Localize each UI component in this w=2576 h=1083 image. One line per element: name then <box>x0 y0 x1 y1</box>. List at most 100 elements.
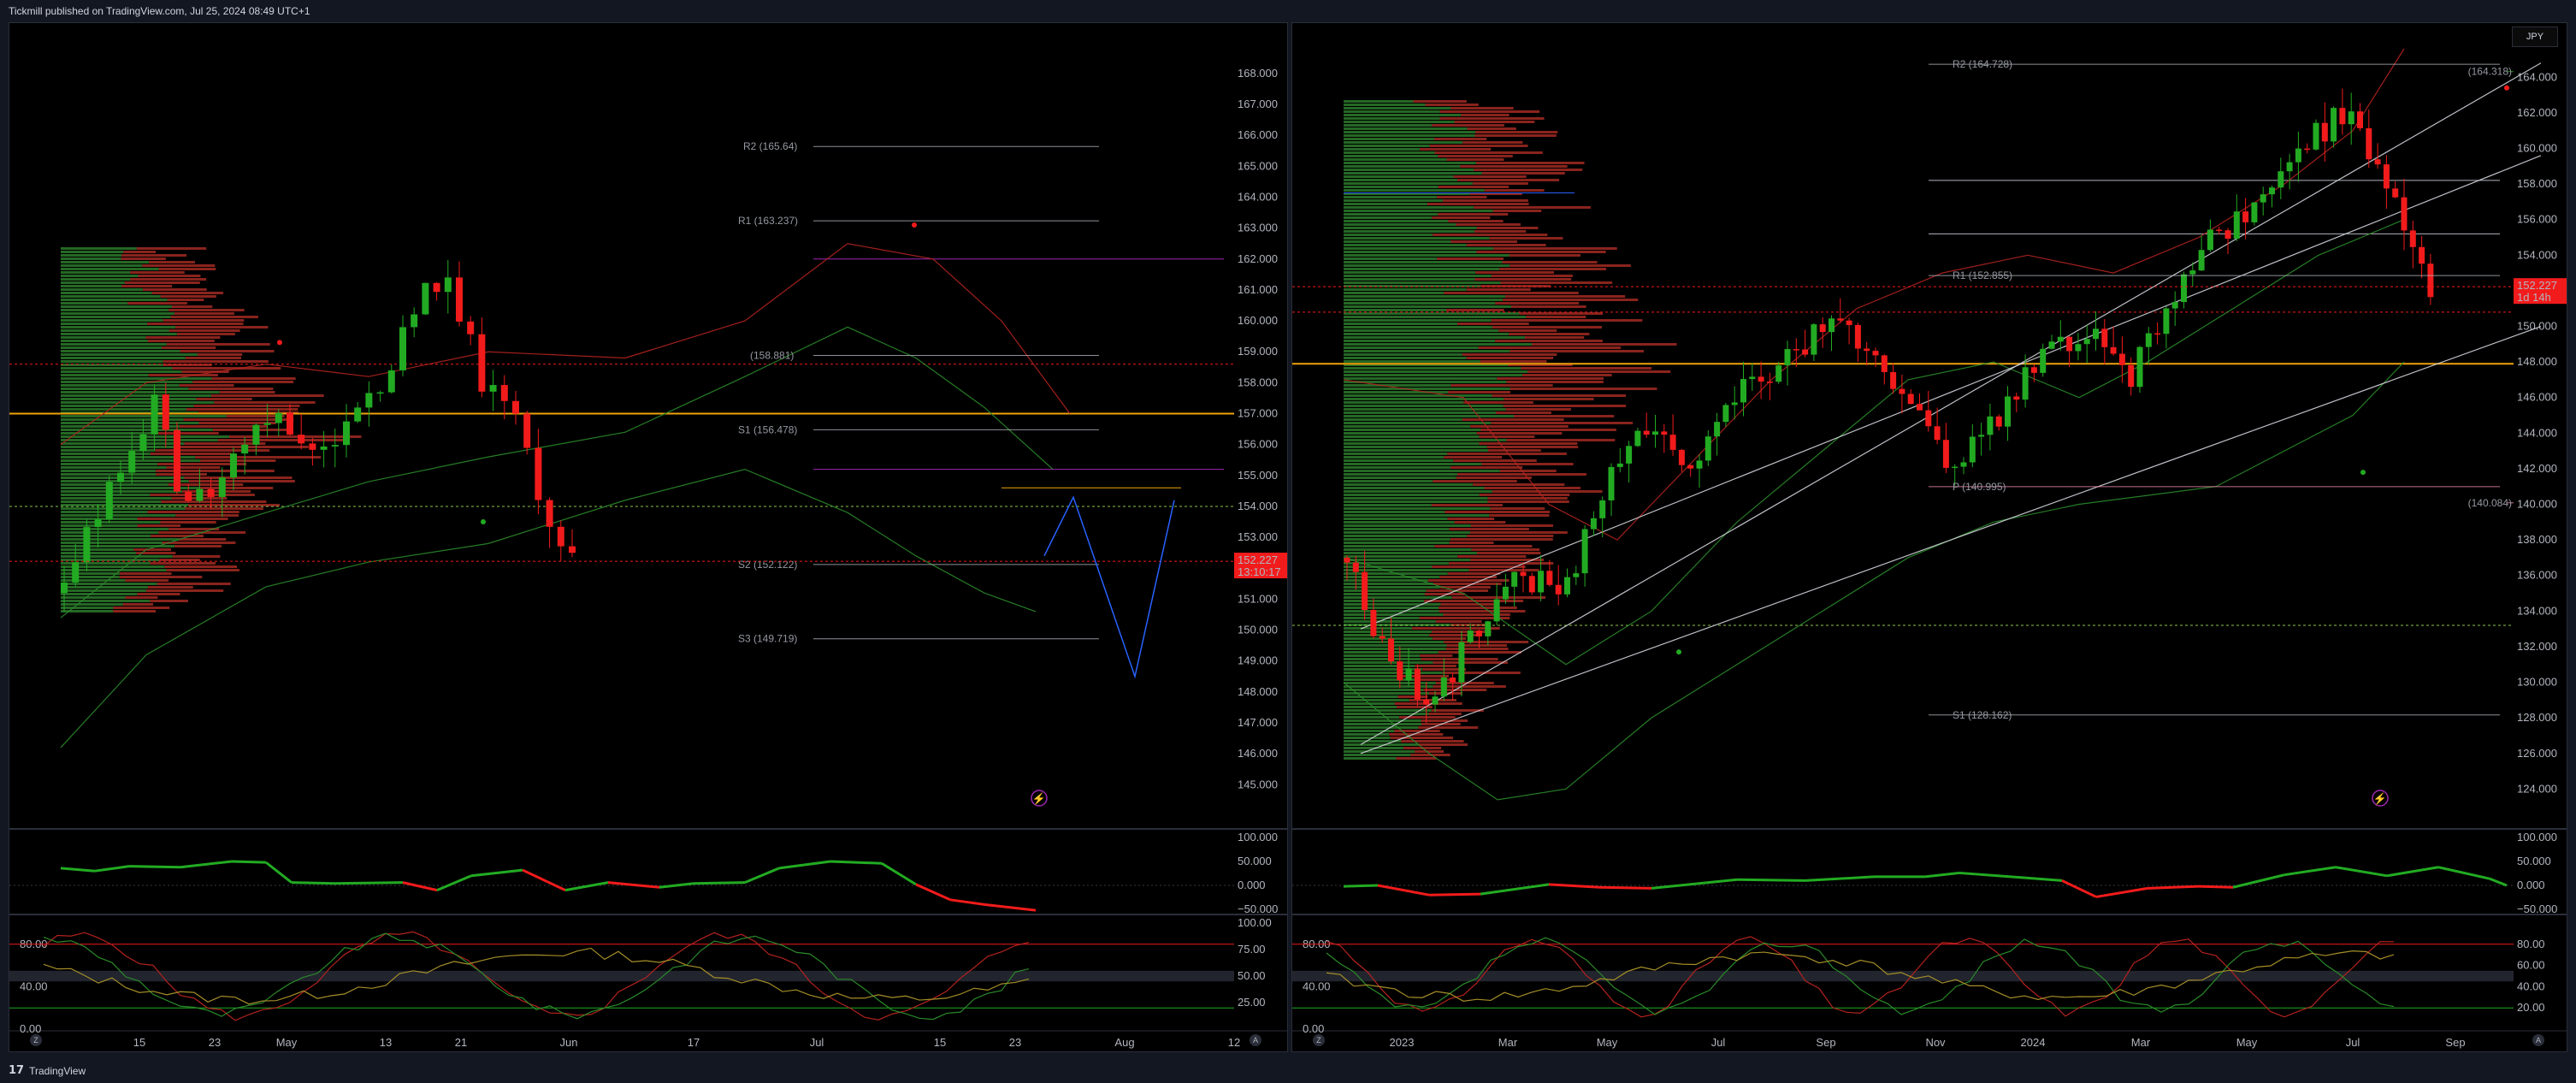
volume-profile-bar-buy <box>61 562 151 565</box>
tradingview-brand[interactable]: 17 TradingView <box>9 1064 86 1077</box>
volume-profile-bar-sell <box>136 552 176 554</box>
candle-body <box>1423 699 1430 705</box>
volume-profile-bar-buy <box>1344 719 1421 722</box>
volume-profile-bar-buy <box>1344 415 1514 417</box>
volume-profile-bar-buy <box>1344 388 1510 390</box>
volume-profile-bar-sell <box>1484 487 1580 489</box>
candle-body <box>174 429 180 492</box>
chart-panel-left[interactable]: 168.000 167.000 166.000 165.000 164.000 163.0… <box>9 22 1288 1052</box>
envelope-lower <box>1343 361 2405 801</box>
time-axis-tick: 15 <box>133 1036 145 1049</box>
pivot-label: R1 (163.237) <box>738 215 798 227</box>
volume-profile-bar-buy <box>61 586 148 589</box>
volume-profile-bar-sell <box>1450 538 1553 541</box>
auto-scale-button-left[interactable]: A <box>1250 1034 1261 1046</box>
volume-profile-bar-buy <box>1344 449 1489 452</box>
volume-profile-bar-buy <box>1344 668 1423 671</box>
volume-profile-bar-buy <box>61 350 180 352</box>
volume-profile-bar-sell <box>1447 572 1501 575</box>
volume-profile-bar-buy <box>61 285 122 287</box>
time-axis-tick: May <box>2236 1036 2258 1049</box>
osc-line-segment <box>180 860 233 869</box>
volume-profile-bar-sell <box>1456 476 1532 479</box>
volume-profile-bar-sell <box>1420 148 1492 151</box>
volume-profile-bar-sell <box>1484 189 1545 192</box>
volume-profile-bar-sell <box>1466 357 1554 359</box>
volume-profile-bar-sell <box>1444 641 1529 643</box>
price-axis-tick: 132.000 <box>2517 640 2557 653</box>
volume-profile-bar-buy <box>61 401 215 404</box>
zoom-reset-button-right[interactable]: Z <box>1313 1034 1325 1046</box>
chart-panel-right[interactable]: 164.000 162.000 160.000 158.000 156.000 154.0… <box>1291 22 2567 1052</box>
volume-profile-bar-buy <box>1344 155 1439 157</box>
volume-profile-bar-buy <box>1344 648 1446 650</box>
volume-profile-bar-sell <box>1453 175 1527 178</box>
volume-profile-bar-buy <box>1344 579 1428 582</box>
volume-profile-bar-buy <box>1344 162 1476 164</box>
volume-profile-bar-buy <box>1344 391 1448 394</box>
candle-body <box>433 282 440 293</box>
candle-body <box>1714 422 1721 437</box>
volume-profile-bar-buy <box>1344 343 1532 346</box>
volume-profile-bar-buy <box>1344 206 1474 209</box>
candle-body <box>263 423 271 425</box>
volume-profile-bar-sell <box>1475 131 1558 133</box>
auto-scale-button-right[interactable]: A <box>2532 1034 2544 1046</box>
alert-bolt-icon[interactable] <box>1031 790 1048 807</box>
volume-profile-bar-sell <box>176 333 235 335</box>
volume-profile-bar-sell <box>1443 199 1528 202</box>
osc-line-segment <box>60 867 96 873</box>
currency-button[interactable]: JPY <box>2512 27 2558 47</box>
volume-profile-bar-buy <box>1344 121 1455 123</box>
stoch-left-tick: 40.00 <box>1303 979 1331 992</box>
stoch-d-line <box>1326 937 2395 1015</box>
volume-profile-bar-sell <box>1424 593 1465 595</box>
volume-profile-bar-buy <box>1344 261 1503 263</box>
chart-canvas-right[interactable]: 164.000 162.000 160.000 158.000 156.000 154.0… <box>1292 23 2567 1052</box>
volume-profile-bar-sell <box>1492 490 1603 493</box>
volume-profile-bar-sell <box>160 295 216 298</box>
osc-line-segment <box>470 868 523 878</box>
volume-profile-bar-buy <box>1344 589 1427 592</box>
volume-profile-bar-buy <box>1344 542 1450 544</box>
volume-profile-bar-buy <box>1344 117 1440 120</box>
price-axis-tick: 148.000 <box>2517 355 2557 368</box>
volume-profile-bar-sell <box>1446 309 1504 311</box>
stoch-axis-tick: 50.00 <box>1238 969 1266 982</box>
candle-body <box>2331 108 2337 142</box>
candle-body <box>387 370 395 393</box>
candle-body <box>399 327 406 370</box>
volume-profile-bar-buy <box>1344 545 1435 547</box>
stoch-axis-tick: 20.00 <box>2517 1001 2545 1014</box>
time-axis-tick: 12 <box>1228 1036 1240 1049</box>
volume-profile-bar-sell <box>166 569 239 571</box>
volume-profile-bar-buy <box>1344 323 1458 325</box>
volume-profile-bar-sell <box>1500 281 1613 284</box>
candle-body <box>252 424 260 445</box>
candle-body <box>2075 344 2082 352</box>
volume-profile-bar-sell <box>1481 463 1574 465</box>
volume-profile-bar-buy <box>61 254 122 257</box>
volume-profile-bar-buy <box>61 292 152 294</box>
volume-profile-bar-sell <box>1487 497 1568 500</box>
price-axis-tick: 149.000 <box>1238 654 1278 667</box>
zoom-reset-button-left[interactable]: Z <box>30 1034 42 1046</box>
alert-bolt-icon[interactable] <box>2372 790 2389 807</box>
candle-body <box>2057 336 2064 342</box>
volume-profile-bar-sell <box>1524 336 1585 339</box>
osc-line-segment <box>2284 866 2337 877</box>
osc-axis-tick: 100.000 <box>1238 831 1278 843</box>
volume-profile-bar-sell <box>1505 408 1571 411</box>
volume-profile-bar-sell <box>1418 743 1468 746</box>
volume-profile-bar-buy <box>61 381 193 383</box>
volume-profile-bar-sell <box>1503 405 1627 407</box>
chart-canvas-left[interactable]: 168.000 167.000 166.000 165.000 164.000 163.0… <box>9 23 1288 1052</box>
volume-profile-bar-sell <box>184 442 266 445</box>
volume-profile-bar-buy <box>1344 189 1485 192</box>
volume-profile-bar-sell <box>121 257 166 260</box>
volume-profile-bar-buy <box>1344 514 1490 517</box>
candle-body <box>2022 367 2029 400</box>
price-axis-tick: 124.000 <box>2517 782 2557 795</box>
volume-profile-bar-sell <box>175 326 269 328</box>
volume-profile-bar-sell <box>1450 107 1514 109</box>
